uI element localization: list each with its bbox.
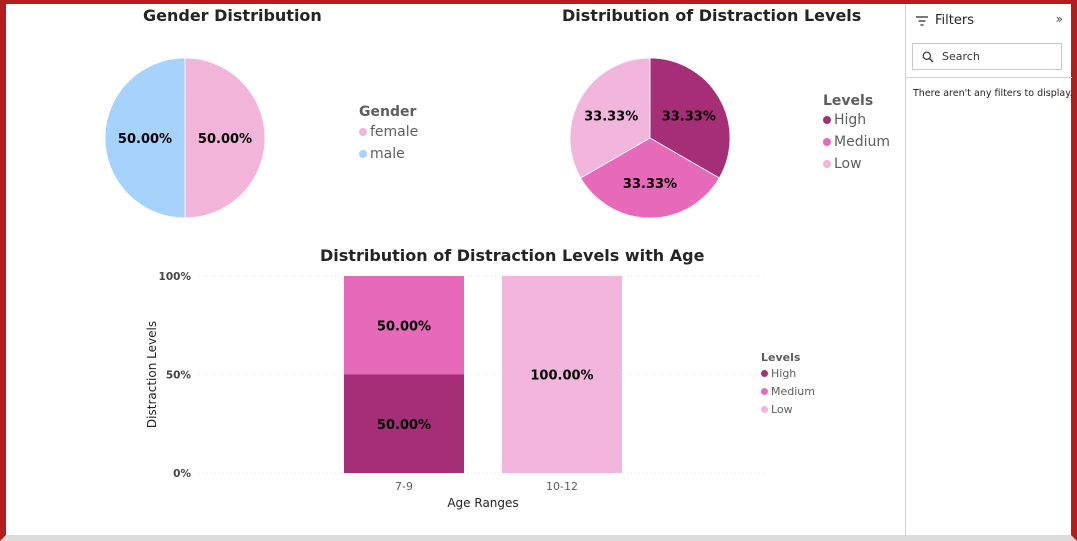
- bar-segment-high-7-9[interactable]: [344, 374, 464, 474]
- filters-search-box[interactable]: [912, 43, 1062, 70]
- report-canvas: Gender Distribution 50.00% 50.00% Gender …: [6, 4, 905, 535]
- legend-item-high[interactable]: High: [761, 367, 815, 380]
- legend-marker-female: [359, 128, 367, 136]
- legend-label-male: male: [370, 146, 405, 162]
- legend-marker-high: [823, 116, 831, 124]
- legend-item-female[interactable]: female: [359, 124, 418, 140]
- levels-chart-title: Distribution of Distraction Levels: [562, 6, 862, 25]
- legend-marker-low: [823, 160, 831, 168]
- legend-label-medium: Medium: [834, 134, 890, 150]
- pie-data-label-low: 33.33%: [584, 110, 638, 125]
- pie-slice-female[interactable]: [184, 57, 266, 219]
- legend-item-low[interactable]: Low: [823, 156, 890, 172]
- levels-legend-title: Levels: [823, 93, 874, 109]
- filters-divider: [906, 77, 1072, 78]
- pie-data-label-female: 50.00%: [198, 132, 252, 147]
- x-tick-label: 10-12: [546, 480, 578, 493]
- filters-title: Filters: [935, 13, 974, 28]
- bar-segment-low-10-12[interactable]: [502, 276, 622, 473]
- x-axis-title: Age Ranges: [447, 496, 518, 510]
- y-tick-label: 50%: [166, 370, 192, 382]
- legend-label-high: High: [834, 112, 867, 128]
- filters-search-input[interactable]: [940, 49, 1054, 64]
- pie-data-label-high: 33.33%: [662, 110, 716, 125]
- age-legend-title: Levels: [761, 351, 801, 364]
- pie-data-label-medium: 33.33%: [623, 177, 677, 192]
- collapse-chevron-icon[interactable]: »: [1055, 12, 1063, 26]
- age-legend: Levels High Medium Low: [761, 351, 815, 421]
- pie-slice-medium[interactable]: [580, 137, 720, 219]
- legend-label-low: Low: [834, 156, 862, 172]
- x-tick-label: 7-9: [395, 480, 413, 493]
- pie-data-label-male: 50.00%: [118, 132, 172, 147]
- y-tick-label: 0%: [173, 468, 191, 480]
- gender-pie-chart[interactable]: 50.00% 50.00%: [90, 48, 280, 228]
- legend-label-low: Low: [771, 403, 793, 416]
- age-stacked-bar-chart[interactable]: 0% 50% 100% Distraction Levels 50.00% 50.00% 7…: [126, 266, 776, 516]
- legend-label-high: High: [771, 367, 797, 380]
- legend-item-low[interactable]: Low: [761, 403, 815, 416]
- legend-item-high[interactable]: High: [823, 112, 890, 128]
- gender-legend-title: Gender: [359, 104, 417, 120]
- legend-item-medium[interactable]: Medium: [761, 385, 815, 398]
- pie-slice-high[interactable]: [649, 57, 731, 179]
- legend-item-male[interactable]: male: [359, 146, 418, 162]
- bar-data-label-medium-7-9: 50.00%: [377, 319, 431, 334]
- levels-legend: Levels High Medium Low: [823, 93, 890, 178]
- age-chart-title: Distribution of Distraction Levels with …: [320, 246, 705, 265]
- filters-empty-message: There aren't any filters to display.: [913, 88, 1073, 99]
- legend-item-medium[interactable]: Medium: [823, 134, 890, 150]
- legend-label-female: female: [370, 124, 419, 140]
- filter-icon: [916, 15, 928, 26]
- legend-label-medium: Medium: [771, 385, 815, 398]
- levels-pie-chart[interactable]: 33.33% 33.33% 33.33%: [555, 48, 745, 228]
- legend-marker-male: [359, 150, 367, 158]
- legend-marker-medium: [823, 138, 831, 146]
- pie-slice-male[interactable]: [104, 57, 186, 219]
- filters-header: Filters: [916, 13, 974, 28]
- gender-chart-title: Gender Distribution: [143, 6, 322, 25]
- legend-marker-low: [761, 406, 768, 413]
- bar-data-label-high-7-9: 50.00%: [377, 418, 431, 433]
- legend-marker-high: [761, 370, 768, 377]
- y-tick-label: 100%: [159, 271, 192, 283]
- y-axis-title: Distraction Levels: [145, 321, 159, 428]
- legend-marker-medium: [761, 388, 768, 395]
- search-icon: [922, 51, 934, 62]
- gender-legend: Gender female male: [359, 104, 418, 168]
- bar-data-label-low-10-12: 100.00%: [530, 369, 593, 384]
- pie-slice-low[interactable]: [569, 57, 651, 179]
- bar-segment-medium-7-9[interactable]: [344, 276, 464, 375]
- filters-pane: Filters » There aren't any filters to di…: [905, 4, 1073, 535]
